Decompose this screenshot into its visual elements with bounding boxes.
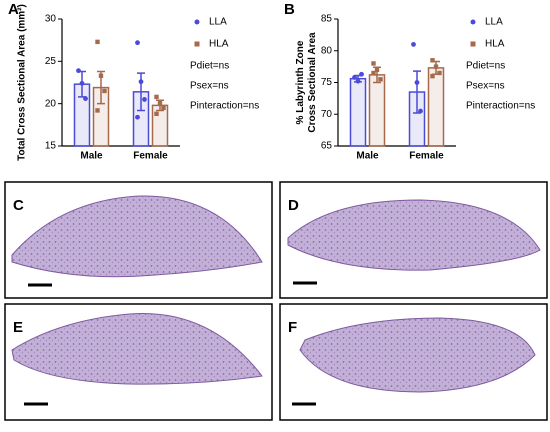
data-point <box>359 71 364 77</box>
panel-label: F <box>288 319 297 336</box>
x-tick-label: Male <box>356 151 379 162</box>
data-point <box>98 73 104 78</box>
y-tick-label: 85 <box>321 14 333 25</box>
data-point <box>102 88 107 94</box>
panel-label: B <box>284 1 295 18</box>
data-point <box>378 77 383 82</box>
data-point <box>79 80 85 86</box>
data-point <box>135 114 140 120</box>
tissue <box>11 313 263 385</box>
panel-frame <box>4 303 273 421</box>
x-tick-label: Female <box>409 151 444 162</box>
y-tick-label: 75 <box>321 77 333 88</box>
panel-frame <box>279 303 548 421</box>
tissue <box>11 195 263 278</box>
panel-frame <box>4 181 273 299</box>
data-point <box>138 79 144 85</box>
data-point <box>157 100 163 106</box>
bar <box>368 74 386 147</box>
data-point <box>355 78 361 84</box>
data-point <box>411 42 416 47</box>
data-point <box>430 58 435 63</box>
data-point <box>418 108 423 114</box>
y-tick-label: 80 <box>321 45 333 56</box>
y-tick-label: 65 <box>321 141 333 152</box>
histology <box>4 181 548 421</box>
legend-marker <box>470 41 476 47</box>
data-point <box>76 68 81 74</box>
annotation: Pdiet=ns <box>466 61 505 72</box>
y-axis-label: Total Cross Sectional Area (mm²) <box>17 4 28 161</box>
data-point <box>142 97 147 102</box>
data-point <box>371 61 376 66</box>
annotation: Psex=ns <box>190 81 229 92</box>
panel-frame <box>279 181 548 299</box>
data-point <box>371 70 376 76</box>
bar <box>151 104 169 147</box>
legend-marker <box>194 19 200 25</box>
data-point <box>430 73 435 79</box>
annotation: Pinteraction=ns <box>190 101 259 112</box>
panel-label: E <box>13 319 23 336</box>
panel-label: D <box>288 197 299 214</box>
panel-label: A <box>8 1 19 18</box>
legend-label: LLA <box>485 17 503 28</box>
data-point <box>95 108 100 113</box>
legend-label: LLA <box>209 17 227 28</box>
data-point <box>154 111 159 117</box>
annotation: Pdiet=ns <box>190 61 229 72</box>
annotation: Pinteraction=ns <box>466 101 535 112</box>
data-point <box>161 105 166 111</box>
y-tick-label: 70 <box>321 109 333 120</box>
y-tick-label: 30 <box>45 14 57 25</box>
y-tick-label: 20 <box>45 98 57 109</box>
data-point <box>437 70 442 76</box>
legend-label: HLA <box>209 39 229 50</box>
tissue <box>299 317 536 393</box>
bar <box>427 67 445 147</box>
data-point <box>352 75 357 80</box>
legend-marker <box>470 19 476 25</box>
y-tick-label: 25 <box>45 56 57 67</box>
data-point <box>154 94 159 100</box>
y-axis-label: % Labyrinth ZoneCross Sectional Area <box>295 32 318 133</box>
panel-label: C <box>13 197 24 214</box>
x-tick-label: Female <box>133 151 168 162</box>
data-point <box>414 80 420 85</box>
bar <box>349 77 367 147</box>
data-point <box>95 39 100 45</box>
y-tick-label: 15 <box>45 141 57 152</box>
x-tick-label: Male <box>80 151 103 162</box>
legend-marker <box>194 41 200 47</box>
data-point <box>83 96 88 101</box>
legend-label: HLA <box>485 39 505 50</box>
annotation: Psex=ns <box>466 81 505 92</box>
data-point <box>374 67 380 72</box>
data-point <box>135 40 140 46</box>
data-point <box>433 64 439 69</box>
tissue <box>287 199 541 271</box>
